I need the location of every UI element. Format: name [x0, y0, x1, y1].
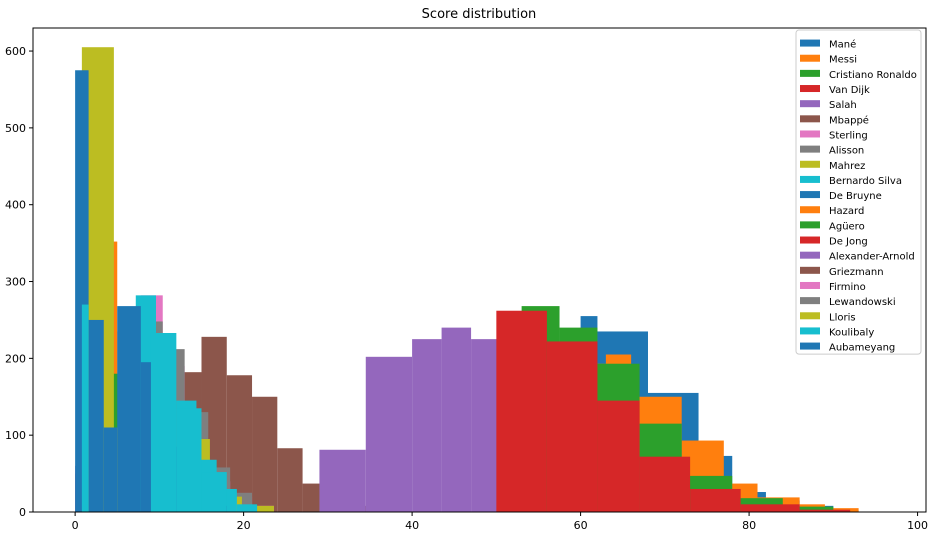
histogram-bar	[597, 400, 640, 512]
x-tick-label: 100	[907, 519, 928, 532]
histogram-bar	[241, 505, 274, 512]
y-tick-label: 400	[5, 199, 26, 212]
legend-swatch	[800, 312, 820, 320]
legend-swatch	[800, 175, 820, 183]
histogram-bar	[252, 396, 278, 512]
histogram-bar	[319, 449, 366, 512]
y-tick-label: 600	[5, 45, 26, 58]
legend-swatch	[800, 39, 820, 47]
legend-swatch	[800, 191, 820, 199]
x-tick-label: 80	[742, 519, 756, 532]
histogram-bar	[150, 332, 177, 512]
legend-swatch	[800, 327, 820, 335]
histogram-bar	[441, 327, 472, 512]
histogram-bars	[75, 47, 859, 513]
histogram-bar	[176, 408, 202, 512]
y-tick-label: 0	[19, 506, 26, 519]
legend-swatch	[800, 100, 820, 108]
legend-box	[795, 29, 922, 355]
histogram-bar	[236, 504, 258, 512]
histogram-bar	[88, 319, 104, 512]
legend-swatch	[800, 297, 820, 305]
y-axis: 0 100 200 300 400 500 600	[5, 45, 33, 519]
histogram-bar	[782, 506, 834, 512]
histogram-bar	[740, 504, 800, 512]
legend-label: Hazard	[829, 206, 864, 217]
legend-label: De Bruyne	[829, 191, 882, 202]
x-axis: 0 20 40 60 80 100	[72, 512, 928, 532]
y-tick-label: 200	[5, 352, 26, 365]
chart-title: Score distribution	[422, 7, 537, 22]
legend-swatch	[800, 85, 820, 93]
legend-swatch	[800, 145, 820, 153]
histogram-bar	[81, 304, 89, 512]
histogram-bar	[412, 339, 442, 512]
legend-label: Bernardo Silva	[829, 176, 902, 187]
histogram-bar	[639, 456, 691, 512]
legend-swatch	[800, 115, 820, 123]
legend-label: Alexander-Arnold	[829, 252, 915, 263]
legend-swatch	[800, 130, 820, 138]
legend-label: Lloris	[829, 312, 856, 323]
legend-label: Griezmann	[829, 267, 884, 278]
histogram-bar	[201, 472, 227, 512]
legend-label: Van Dijk	[829, 85, 870, 96]
legend-swatch	[800, 69, 820, 77]
histogram-bar	[690, 488, 741, 512]
x-tick-label: 0	[72, 519, 79, 532]
y-tick-label: 300	[5, 276, 26, 289]
legend-swatch	[800, 236, 820, 244]
legend-label: Cristiano Ronaldo	[829, 70, 917, 81]
legend-swatch	[800, 281, 820, 289]
legend-swatch	[800, 342, 820, 350]
y-tick-label: 100	[5, 429, 26, 442]
x-tick-label: 60	[574, 519, 588, 532]
plot-frame	[32, 27, 927, 513]
histogram-bar	[365, 356, 413, 512]
legend-label: Mané	[829, 39, 856, 51]
legend-swatch	[800, 54, 820, 62]
y-tick-label: 500	[5, 122, 26, 135]
x-tick-label: 40	[405, 519, 419, 532]
legend-label: Koulibaly	[829, 327, 874, 338]
legend-label: Salah	[829, 100, 857, 111]
legend-swatch	[800, 266, 820, 274]
legend-swatch	[800, 206, 820, 214]
legend-label: Mahrez	[829, 161, 865, 172]
legend-swatch	[800, 221, 820, 229]
histogram-bar	[117, 306, 141, 512]
legend: Mané Messi Cristiano Ronaldo Van Dijk Salah M…	[795, 29, 922, 355]
legend-label: Alisson	[829, 146, 864, 157]
legend-label: De Jong	[829, 237, 868, 248]
legend-label: Agüero	[829, 221, 865, 232]
histogram-bar	[277, 448, 303, 512]
legend-label: Mbappé	[829, 114, 869, 126]
legend-label: Messi	[829, 55, 857, 66]
legend-label: Firmino	[829, 282, 866, 293]
x-tick-label: 20	[237, 519, 251, 532]
histogram-bar	[546, 341, 598, 512]
legend-label: Aubameyang	[829, 343, 895, 354]
legend-label: Lewandowski	[829, 297, 896, 308]
legend-label: Sterling	[829, 130, 868, 141]
histogram-bar	[103, 427, 118, 512]
histogram-bar	[799, 509, 851, 512]
legend-swatch	[800, 160, 820, 168]
legend-swatch	[800, 251, 820, 259]
histogram-bar	[496, 310, 547, 512]
